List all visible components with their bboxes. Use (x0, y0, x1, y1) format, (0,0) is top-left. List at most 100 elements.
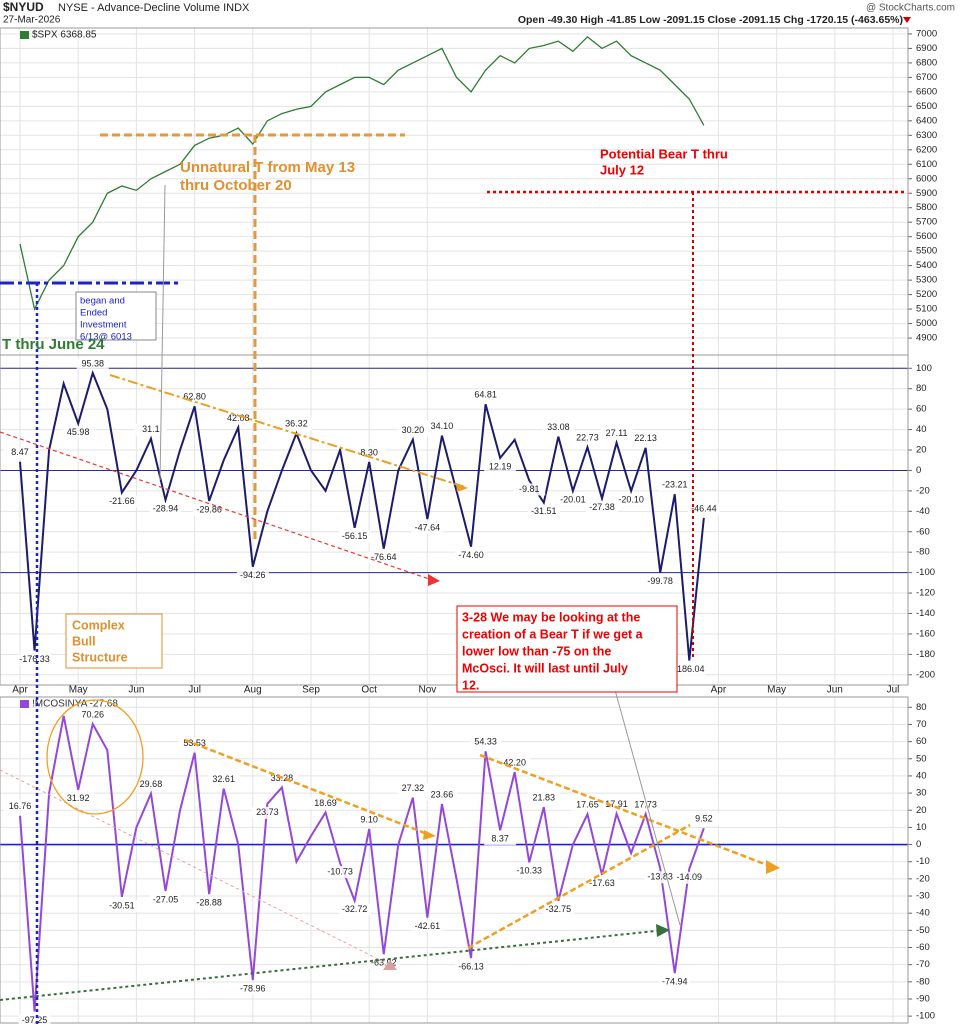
y-tick-label: 5900 (916, 188, 937, 199)
x-tick-label: Apr (12, 685, 28, 696)
legend-swatch (20, 700, 29, 708)
data-label-bg (425, 788, 458, 801)
y-tick-label: -10 (916, 856, 930, 867)
data-label-bg (193, 503, 226, 516)
annotation-text: 3-28 We may be looking at the (462, 610, 640, 624)
annotation-text: Structure (72, 650, 128, 664)
data-label: -94.26 (240, 570, 266, 580)
y-tick-label: -120 (916, 588, 935, 599)
y-tick-label: 5400 (916, 260, 937, 271)
panel-frame (0, 354, 909, 686)
data-label-bg (411, 522, 444, 535)
annotation-text: lower low than -75 on the (462, 644, 611, 658)
y-tick-label: 6000 (916, 173, 937, 184)
y-tick-label: 4900 (916, 333, 937, 344)
data-label: -76.64 (371, 552, 397, 562)
y-tick-label: 60 (916, 736, 927, 747)
data-label: -186.04 (674, 664, 705, 674)
y-tick-label: 7000 (916, 28, 937, 39)
data-label-bg (644, 575, 677, 588)
data-label-bg (353, 446, 386, 459)
down-arrow (903, 17, 911, 23)
y-tick-label: 5600 (916, 231, 937, 242)
data-label: 42.20 (503, 758, 526, 768)
data-label: 29.68 (140, 779, 163, 789)
data-label-bg (149, 503, 182, 516)
y-tick-label: -80 (916, 547, 930, 558)
data-label: 32.61 (212, 774, 235, 784)
data-label-bg (18, 1014, 51, 1024)
data-label-bg (338, 903, 371, 916)
y-tick-label: -20 (916, 485, 930, 496)
annotation-line (479, 753, 776, 870)
data-label-bg (455, 549, 488, 562)
data-label-bg (222, 412, 255, 425)
data-label: -17.63 (589, 878, 615, 888)
x-tick-label: Jul (188, 685, 201, 696)
annotation-box (456, 605, 678, 693)
annotation-line (614, 689, 681, 926)
y-tick-label: 80 (916, 383, 927, 394)
arrow-head (428, 574, 440, 586)
data-label: 9.52 (695, 814, 713, 824)
data-label: 22.13 (634, 433, 657, 443)
data-label-bg (18, 653, 51, 666)
data-label-bg (367, 551, 400, 564)
data-label-bg (105, 495, 138, 508)
y-tick-label: 0 (916, 465, 921, 476)
annotation-text: T thru June 24 (2, 336, 105, 353)
y-tick-label: 5100 (916, 304, 937, 315)
data-label: -47.64 (415, 522, 441, 532)
data-label: -32.75 (546, 904, 572, 914)
y-tick-label: 40 (916, 424, 927, 435)
data-label: 54.33 (474, 737, 497, 747)
data-label-bg (673, 663, 706, 676)
data-label-bg (353, 813, 386, 826)
y-tick-label: -60 (916, 942, 930, 953)
y-tick-label: 70 (916, 719, 927, 730)
panel-frame (0, 696, 909, 1024)
y-tick-label: 50 (916, 753, 927, 764)
data-label-bg (658, 976, 691, 989)
data-label-bg (658, 479, 691, 492)
data-label: 17.65 (576, 800, 599, 810)
data-label: 27.11 (606, 428, 628, 438)
data-label-bg (527, 505, 560, 518)
x-tick-label: Nov (419, 685, 437, 696)
y-tick-label: 6500 (916, 101, 937, 112)
data-label: 9.10 (360, 814, 378, 824)
data-label-bg (586, 877, 618, 890)
y-tick-label: 0 (916, 839, 921, 850)
data-label: -30.51 (109, 900, 135, 910)
data-label: 30.20 (402, 425, 425, 435)
y-tick-label: 6400 (916, 115, 937, 126)
annotation-line (46, 699, 144, 815)
y-tick-label: 5200 (916, 289, 937, 300)
data-label-bg (542, 903, 575, 916)
data-label: -46.44 (691, 503, 717, 513)
data-label: 31.92 (67, 793, 90, 803)
data-label: 42.08 (227, 413, 250, 423)
data-label-bg (586, 501, 618, 514)
arrow-head (656, 924, 670, 937)
data-label-bg (615, 493, 648, 506)
series-line (19, 369, 705, 661)
annotation-text: McOsci. It will last until July (462, 661, 628, 675)
data-label-bg (673, 871, 706, 884)
y-tick-label: 5500 (916, 246, 937, 257)
data-label: 8.30 (360, 447, 378, 457)
y-tick-label: 5700 (916, 217, 937, 228)
data-label-bg (105, 899, 138, 912)
data-label: 8.37 (491, 834, 509, 844)
data-label: 23.66 (431, 789, 454, 799)
annotation-text: 12. (462, 678, 479, 692)
data-label-bg (571, 432, 604, 445)
data-label: 70.26 (81, 709, 104, 719)
data-label: 64.81 (474, 390, 497, 400)
x-tick-label: May (767, 685, 786, 696)
data-label-bg (62, 792, 95, 805)
data-label: -14.09 (677, 872, 703, 882)
x-tick-label: Jul (887, 685, 900, 696)
